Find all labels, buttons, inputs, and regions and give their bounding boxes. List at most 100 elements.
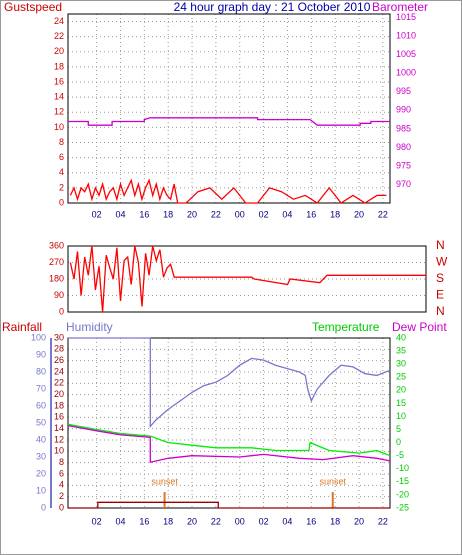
y-tick-label: 26 (54, 355, 64, 365)
x-tick-label: 20 (354, 209, 364, 219)
humidity-tick-label: 20 (36, 468, 46, 478)
y-tick-label: 30 (54, 332, 64, 342)
y-tick-label: 8 (59, 137, 64, 147)
x-tick-label: 20 (187, 516, 197, 526)
x-tick-label: 04 (115, 209, 125, 219)
y-tick-label: 6 (59, 468, 64, 478)
series-line (69, 245, 426, 313)
x-tick-label: 02 (259, 209, 269, 219)
y2-tick-label: -5 (396, 450, 404, 460)
y2-tick-label: -10 (396, 463, 409, 473)
x-tick-label: 20 (354, 516, 364, 526)
y2-tick-label: 15 (396, 398, 406, 408)
y-tick-label: 18 (54, 61, 64, 71)
humidity-tick-label: 80 (36, 366, 46, 376)
plot-frame (67, 245, 427, 313)
y-tick-label: 20 (54, 46, 64, 56)
humidity-tick-label: 60 (36, 400, 46, 410)
y-tick-label: 0 (59, 306, 64, 316)
y2-tick-label: 10 (396, 411, 406, 421)
y-tick-label: 6 (59, 152, 64, 162)
y2-tick-label: 1015 (396, 12, 416, 22)
y2-tick-label: 1005 (396, 49, 416, 59)
y-tick-label: 18 (54, 400, 64, 410)
humidity-label: Humidity (66, 320, 113, 334)
y2-tick-label: 970 (396, 179, 411, 189)
y2-tick-label: 995 (396, 86, 411, 96)
y-tick-label: 2 (59, 182, 64, 192)
y-tick-label: 20 (54, 389, 64, 399)
y2-tick-label: -25 (396, 502, 409, 512)
rainfall-label: Rainfall (2, 320, 42, 334)
x-tick-label: 02 (92, 516, 102, 526)
y2-tick-label: 985 (396, 123, 411, 133)
y2-tick-label: 20 (396, 385, 406, 395)
gust-label: Gustspeed (4, 0, 62, 14)
humidity-tick-label: 10 (36, 485, 46, 495)
temperature-label: Temperature (312, 320, 380, 334)
x-tick-label: 20 (187, 209, 197, 219)
y-tick-label: 24 (54, 16, 64, 26)
y2-tick-label: 975 (396, 160, 411, 170)
direction-label: N (436, 304, 445, 318)
y-tick-label: 22 (54, 378, 64, 388)
y2-tick-label: 25 (396, 372, 406, 382)
x-tick-label: 04 (282, 209, 292, 219)
y-tick-label: 28 (54, 344, 64, 354)
y2-tick-label: 980 (396, 142, 411, 152)
y-tick-label: 16 (54, 76, 64, 86)
y-tick-label: 0 (59, 502, 64, 512)
barometer-label: Barometer (372, 0, 428, 14)
x-tick-label: 22 (211, 516, 221, 526)
series-line (67, 424, 391, 464)
y-tick-label: 4 (59, 480, 64, 490)
y-tick-label: 2 (59, 491, 64, 501)
y2-tick-label: -15 (396, 476, 409, 486)
humidity-tick-label: 90 (36, 349, 46, 359)
y-tick-label: 8 (59, 457, 64, 467)
x-tick-label: 18 (330, 209, 340, 219)
y2-tick-label: 1010 (396, 31, 416, 41)
x-tick-label: 00 (235, 209, 245, 219)
x-tick-label: 16 (139, 516, 149, 526)
y2-tick-label: 40 (396, 332, 406, 342)
y2-tick-label: 0 (396, 437, 401, 447)
series-line (68, 501, 390, 509)
y-tick-label: 16 (54, 412, 64, 422)
x-tick-label: 16 (139, 209, 149, 219)
y-tick-label: 14 (54, 92, 64, 102)
annotation: sunset (151, 476, 178, 486)
series-line (68, 337, 391, 429)
y2-tick-label: -20 (396, 489, 409, 499)
x-tick-label: 22 (378, 209, 388, 219)
humidity-tick-label: 30 (36, 451, 46, 461)
chart-title: 24 hour graph day : 21 October 2010 (174, 0, 371, 14)
direction-label: W (436, 255, 448, 269)
x-tick-label: 22 (378, 516, 388, 526)
y-tick-label: 360 (49, 240, 64, 250)
x-tick-label: 22 (211, 209, 221, 219)
y-tick-label: 180 (49, 273, 64, 283)
annotation: sunset (319, 476, 346, 486)
humidity-tick-label: 70 (36, 383, 46, 393)
x-tick-label: 02 (92, 209, 102, 219)
y-tick-label: 10 (54, 122, 64, 132)
y-tick-label: 22 (54, 31, 64, 41)
y2-tick-label: 30 (396, 359, 406, 369)
y-tick-label: 12 (54, 107, 64, 117)
x-tick-label: 16 (306, 209, 316, 219)
y-tick-label: 14 (54, 423, 64, 433)
y-tick-label: 10 (54, 446, 64, 456)
humidity-tick-label: 40 (36, 434, 46, 444)
y-tick-label: 90 (54, 290, 64, 300)
x-tick-label: 18 (330, 516, 340, 526)
direction-label: N (436, 238, 445, 252)
x-tick-label: 18 (163, 516, 173, 526)
x-tick-label: 00 (235, 516, 245, 526)
x-tick-label: 04 (115, 516, 125, 526)
humidity-tick-label: 100 (31, 332, 46, 342)
y2-tick-label: 990 (396, 105, 411, 115)
direction-label: E (436, 288, 444, 302)
series-line (67, 423, 391, 457)
